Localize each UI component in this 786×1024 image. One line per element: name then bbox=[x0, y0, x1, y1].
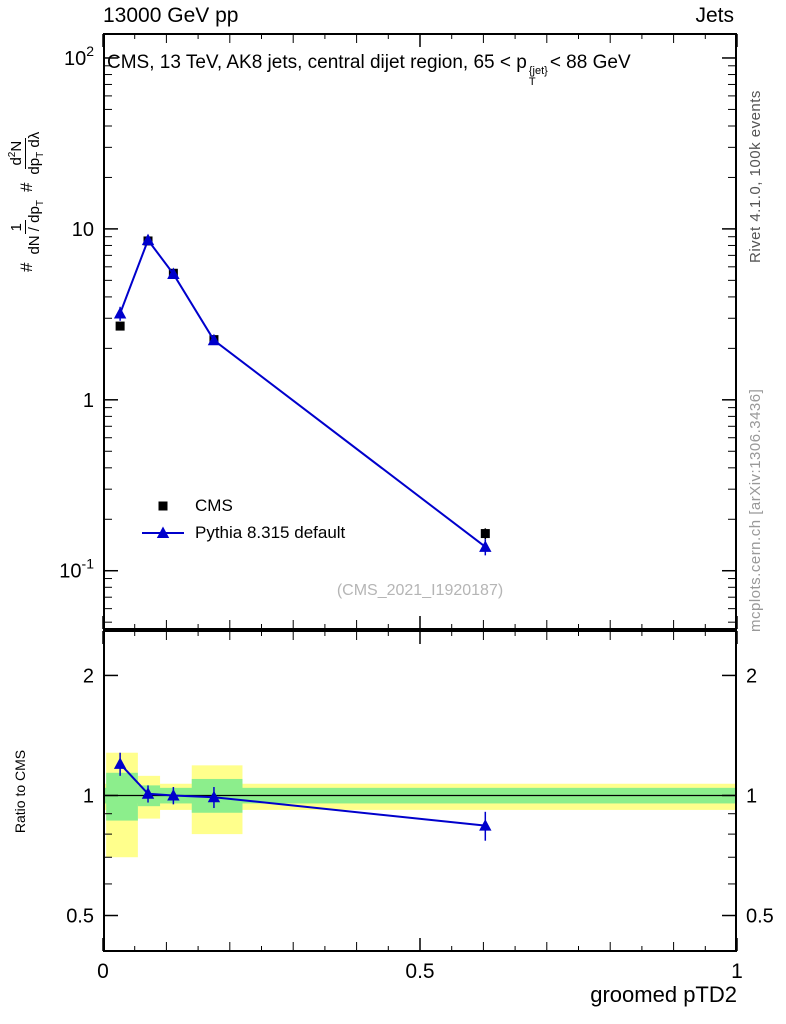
triangle-marker bbox=[113, 757, 127, 769]
legend-item-pythia: Pythia 8.315 default bbox=[140, 519, 345, 546]
y-tick-label: 1 bbox=[746, 785, 757, 807]
ylabel-frac2-num-sup: 2 bbox=[7, 151, 19, 158]
ylabel-frac1-denominator: dN / dpT bbox=[26, 200, 47, 254]
x-tick-label: 0.5 bbox=[405, 960, 434, 983]
triangle-marker bbox=[167, 788, 180, 801]
ylabel-frac2-den-text: dp bbox=[26, 157, 44, 175]
ylabel-frac2-num-post: N bbox=[8, 140, 26, 152]
plot-title-pt-supsub: {jet} T bbox=[529, 66, 548, 88]
ylabel-frac1-den-sub: T bbox=[34, 200, 46, 207]
cms-marker-icon bbox=[158, 501, 168, 510]
ylabel-frac1-den-text: dN / dp bbox=[25, 206, 43, 255]
y-tick-label: 1 bbox=[83, 785, 94, 807]
square-marker bbox=[158, 501, 168, 510]
triangle-marker bbox=[207, 790, 221, 803]
ylabel-frac2-den-sub: T bbox=[35, 151, 47, 158]
x-tick-label: 1 bbox=[731, 960, 743, 983]
legend-label-cms: CMS bbox=[195, 495, 233, 515]
ylabel-frac2-num-text: d bbox=[8, 157, 26, 166]
rivet-version-note: Rivet 4.1.0, 100k events bbox=[747, 90, 764, 263]
triangle-marker bbox=[479, 540, 492, 552]
ylabel-frac2-numerator: d2N bbox=[7, 137, 27, 169]
triangle-marker bbox=[207, 333, 221, 346]
triangle-marker bbox=[167, 267, 180, 279]
y-tick-label: 2 bbox=[83, 665, 94, 687]
ylabel-fraction-1: 1 dN / dpT bbox=[7, 200, 47, 255]
y-tick-label: 102 bbox=[64, 43, 94, 70]
triangle-marker bbox=[156, 526, 170, 538]
plot-title-pre: CMS, 13 TeV, AK8 jets, central dijet reg… bbox=[107, 52, 527, 73]
uncertainty-band-inner bbox=[106, 772, 138, 821]
header-analysis-label: Jets bbox=[695, 4, 734, 27]
y-tick-label: 10 bbox=[72, 219, 94, 241]
square-marker bbox=[480, 529, 490, 539]
legend-item-cms: CMS bbox=[140, 492, 345, 519]
y-tick-label: 0.5 bbox=[746, 906, 774, 928]
legend-label-pythia: Pythia 8.315 default bbox=[195, 522, 346, 542]
pythia-marker-icon bbox=[142, 526, 184, 538]
triangle-marker bbox=[479, 819, 492, 831]
plot-title-sub: T bbox=[528, 76, 536, 88]
triangle-marker bbox=[141, 787, 155, 799]
triangle-marker bbox=[141, 233, 155, 246]
main-y-axis-label: # 1 dN / dpT # d2N dpT dλ bbox=[6, 32, 48, 272]
ylabel-frac2-den-post: dλ bbox=[26, 131, 44, 152]
square-marker bbox=[115, 321, 125, 331]
y-tick-label: 2 bbox=[746, 665, 757, 687]
x-tick-label: 0 bbox=[97, 960, 109, 983]
y-tick-label: 1 bbox=[83, 390, 94, 412]
x-axis-label: groomed pTD2 bbox=[590, 982, 737, 1007]
y-tick-label: 10-1 bbox=[59, 556, 94, 583]
header-beam-label: 13000 GeV pp bbox=[103, 4, 239, 27]
ylabel-hash-2: # bbox=[17, 182, 36, 193]
ylabel-frac2-denominator: dpT dλ bbox=[26, 132, 47, 175]
ratio-plot-canvas: 0 0.5 1 0.5 0.5 1 1 2 2 bbox=[66, 630, 774, 983]
analysis-id-watermark: (CMS_2021_I1920187) bbox=[336, 582, 504, 599]
mcplots-reference-note: mcplots.cern.ch [arXiv:1306.3436] bbox=[747, 388, 764, 632]
plot-title-sup: {jet} bbox=[528, 65, 548, 77]
ylabel-fraction-2: d2N dpT dλ bbox=[7, 132, 47, 175]
plot-title: CMS, 13 TeV, AK8 jets, central dijet reg… bbox=[107, 52, 737, 88]
triangle-marker bbox=[113, 306, 127, 319]
main-plot-canvas: 102 10 1 10-1 bbox=[59, 33, 738, 630]
plot-title-post: < 88 GeV bbox=[549, 52, 631, 73]
ylabel-frac1-numerator: 1 bbox=[7, 220, 26, 235]
ylabel-hash-1: # bbox=[17, 262, 36, 272]
legend: CMS Pythia 8.315 default bbox=[140, 492, 345, 546]
y-tick-label: 0.5 bbox=[66, 906, 94, 928]
ratio-y-axis-label: Ratio to CMS bbox=[12, 749, 28, 834]
